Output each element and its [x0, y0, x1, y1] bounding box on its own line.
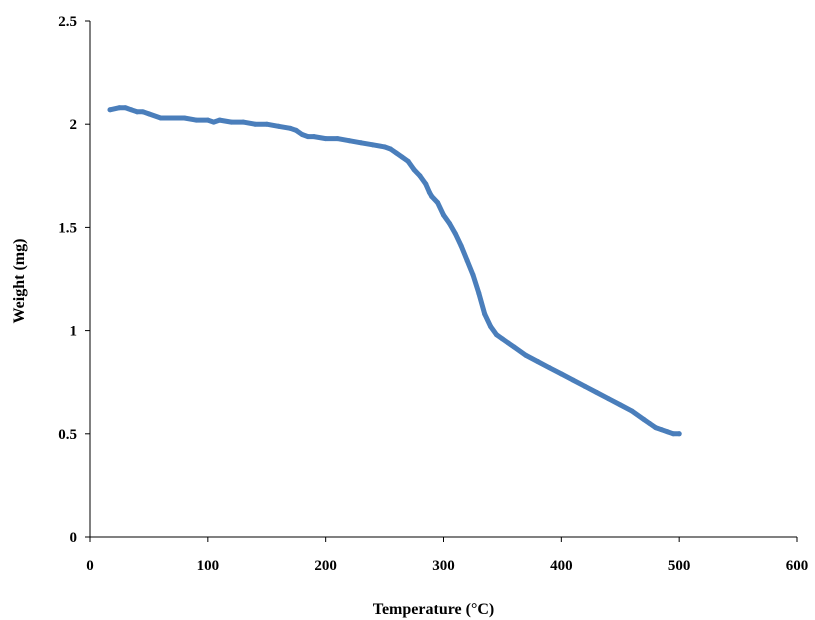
data-point — [653, 425, 659, 431]
data-point — [211, 119, 217, 125]
data-point — [458, 243, 464, 249]
data-point — [334, 136, 340, 142]
data-point — [435, 200, 441, 206]
data-point — [617, 402, 623, 408]
y-tick-label: 1.5 — [58, 220, 77, 236]
data-point — [441, 212, 446, 218]
data-point — [299, 132, 305, 138]
data-point — [446, 220, 452, 226]
data-point — [429, 193, 435, 199]
data-point — [452, 231, 458, 237]
data-point — [276, 123, 282, 129]
data-point — [641, 416, 647, 422]
data-point — [358, 140, 364, 146]
data-point — [594, 390, 600, 396]
data-point — [482, 311, 488, 317]
x-tick-label: 400 — [550, 558, 573, 574]
data-point — [323, 136, 329, 142]
data-point — [252, 121, 258, 127]
y-tick-label: 0 — [70, 530, 78, 546]
data-point — [558, 371, 564, 377]
data-point — [670, 431, 676, 437]
data-point — [658, 427, 664, 433]
data-point — [240, 119, 246, 125]
data-point — [488, 323, 494, 329]
data-point — [393, 150, 399, 156]
data-point — [570, 377, 576, 383]
data-point — [169, 115, 175, 121]
data-point — [107, 107, 113, 113]
y-axis-title: Weight (mg) — [11, 239, 28, 324]
data-point — [629, 408, 635, 414]
data-point — [523, 352, 529, 358]
data-point — [647, 420, 653, 426]
y-tick-label: 2.5 — [58, 14, 77, 30]
x-tick-label: 300 — [432, 558, 455, 574]
x-tick-label: 100 — [197, 558, 220, 574]
data-point — [464, 257, 470, 263]
data-point — [122, 105, 128, 111]
data-point — [146, 111, 152, 117]
data-point — [158, 115, 164, 121]
x-tick-label: 500 — [668, 558, 691, 574]
y-ticks: 0 0.5 1 1.5 2 2.5 — [58, 14, 90, 546]
data-point — [193, 117, 199, 123]
data-point — [346, 138, 352, 144]
data-point — [382, 144, 388, 150]
data-point — [582, 383, 588, 389]
data-point — [217, 117, 223, 123]
data-point — [664, 429, 670, 435]
x-ticks: 0 100 200 300 400 500 600 — [86, 537, 808, 574]
data-point — [134, 109, 140, 115]
x-tick-label: 600 — [786, 558, 809, 574]
data-point — [228, 119, 234, 125]
data-point — [426, 189, 432, 195]
x-axis-title: Temperature (°C) — [373, 601, 494, 618]
data-point — [511, 344, 517, 350]
data-point — [535, 359, 541, 365]
data-point — [547, 365, 553, 371]
y-tick-label: 0.5 — [58, 427, 77, 443]
series-group — [107, 105, 682, 437]
data-point — [470, 272, 476, 278]
data-point — [476, 290, 482, 296]
data-point — [494, 332, 500, 338]
y-tick-label: 2 — [70, 117, 78, 133]
data-point — [293, 127, 299, 133]
data-point — [205, 117, 211, 123]
x-tick-label: 200 — [314, 558, 337, 574]
data-point — [305, 134, 311, 140]
data-point — [405, 158, 411, 164]
data-point — [387, 146, 393, 152]
data-point — [140, 109, 146, 115]
data-point — [499, 336, 505, 342]
data-point — [370, 142, 376, 148]
data-point — [311, 134, 317, 140]
data-point — [676, 431, 682, 437]
plot-area: 0 100 200 300 400 500 600 0 0.5 1 1.5 2 2.5 — [58, 14, 808, 574]
series-line-0 — [107, 105, 682, 437]
data-point — [423, 181, 429, 187]
x-tick-label: 0 — [86, 558, 94, 574]
y-tick-label: 1 — [70, 324, 78, 340]
data-point — [181, 115, 187, 121]
data-point — [417, 173, 423, 179]
data-point — [116, 105, 122, 111]
data-point — [411, 167, 417, 173]
data-point — [287, 125, 293, 131]
data-point — [505, 340, 511, 346]
data-point — [128, 107, 134, 113]
data-point — [264, 121, 270, 127]
data-point — [399, 154, 405, 160]
data-point — [605, 396, 611, 402]
